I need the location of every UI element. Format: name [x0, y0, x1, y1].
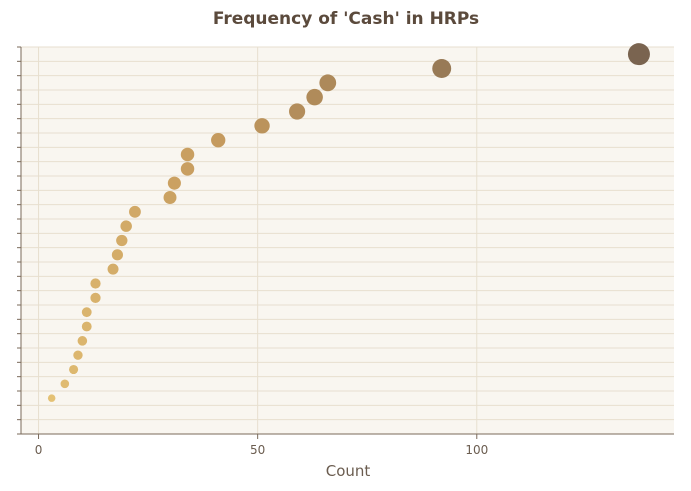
scatter-point [306, 88, 323, 106]
scatter-point [69, 364, 79, 375]
x-axis-label: Count [326, 462, 371, 480]
scatter-point [432, 59, 452, 78]
scatter-point [129, 205, 141, 218]
scatter-point [180, 147, 195, 162]
scatter-point [211, 133, 226, 148]
scatter-point [60, 379, 70, 389]
x-tick-label: 0 [35, 443, 43, 457]
scatter-point [73, 350, 83, 360]
scatter-point [120, 220, 132, 232]
scatter-point [111, 249, 123, 261]
plot-area: 0 50 100 [17, 43, 674, 457]
chart-title: Frequency of 'Cash' in HRPs [213, 9, 479, 29]
scatter-point [167, 176, 181, 190]
scatter-point [90, 292, 101, 303]
scatter-point [47, 394, 56, 402]
scatter-point [90, 278, 101, 289]
plot-background [21, 47, 674, 434]
scatter-point [107, 263, 119, 275]
scatter-point [254, 118, 270, 134]
scatter-point [81, 307, 92, 318]
scatter-point [163, 191, 177, 204]
x-tick-label: 50 [250, 443, 265, 457]
scatter-point [77, 336, 88, 346]
x-tick-label: 100 [465, 443, 488, 457]
scatter-point [319, 74, 337, 92]
scatter-point [116, 234, 128, 247]
scatter-point [180, 162, 195, 176]
scatter-point [81, 321, 92, 332]
scatter-point [289, 103, 306, 120]
scatter-point [627, 43, 650, 66]
